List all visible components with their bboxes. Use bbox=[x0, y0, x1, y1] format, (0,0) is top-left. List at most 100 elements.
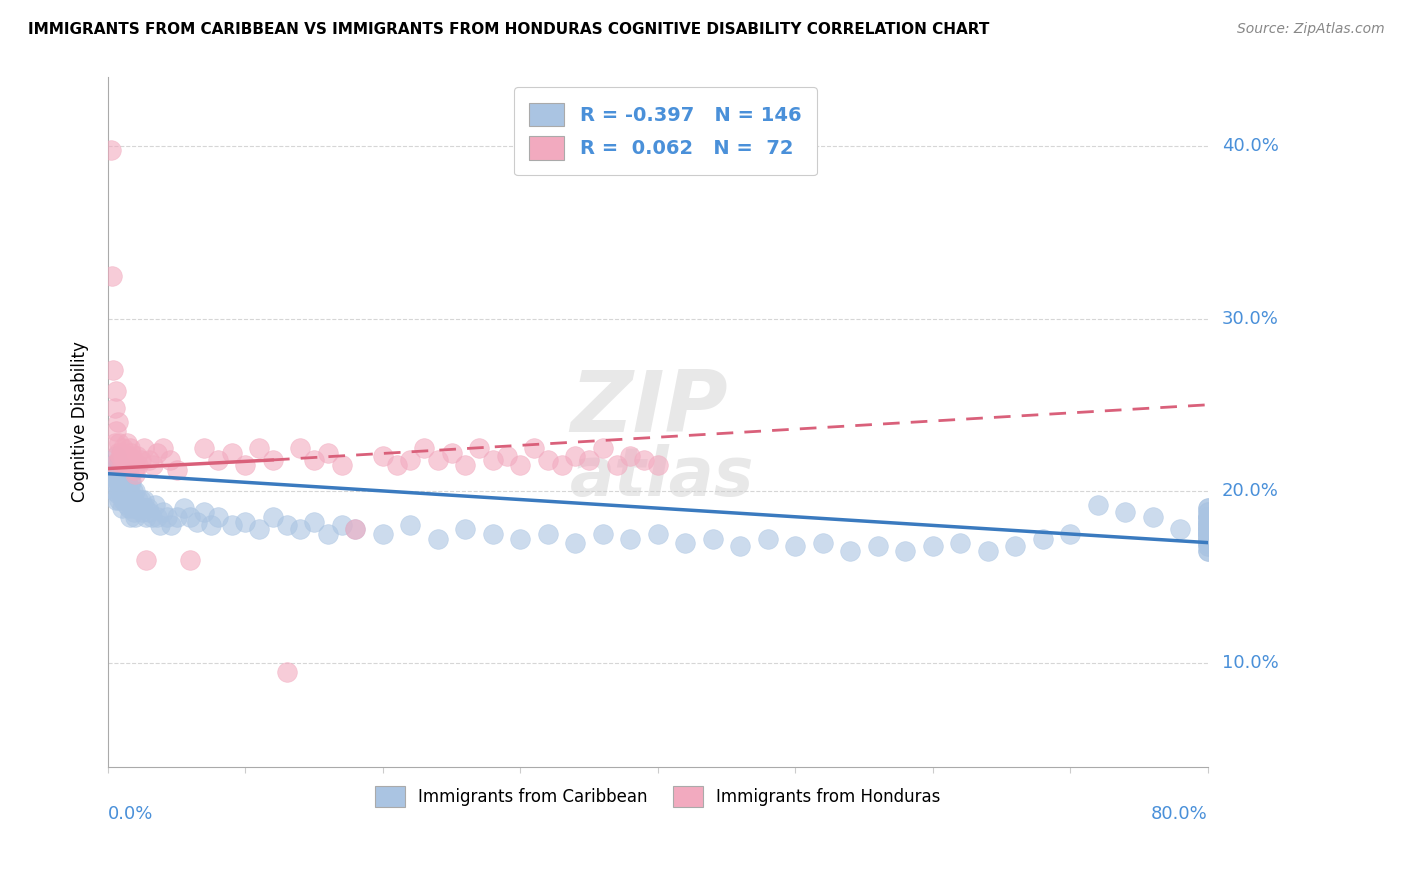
Point bbox=[141, 509, 163, 524]
Point bbox=[142, 458, 165, 472]
Point bbox=[101, 268, 124, 283]
Point bbox=[104, 401, 127, 416]
Point bbox=[120, 446, 142, 460]
Point bbox=[112, 475, 135, 490]
Point bbox=[115, 487, 138, 501]
Point bbox=[673, 535, 696, 549]
Point bbox=[160, 518, 183, 533]
Text: 0.0%: 0.0% bbox=[108, 805, 153, 823]
Point bbox=[262, 453, 284, 467]
Point bbox=[117, 501, 139, 516]
Point bbox=[235, 458, 257, 472]
Point bbox=[118, 492, 141, 507]
Point bbox=[633, 453, 655, 467]
Point bbox=[118, 475, 141, 490]
Point bbox=[276, 665, 298, 679]
Point bbox=[785, 539, 807, 553]
Point bbox=[316, 527, 339, 541]
Point bbox=[921, 539, 943, 553]
Point bbox=[125, 450, 148, 464]
Point bbox=[454, 522, 477, 536]
Point bbox=[302, 453, 325, 467]
Point bbox=[1059, 527, 1081, 541]
Point bbox=[122, 505, 145, 519]
Point bbox=[564, 535, 586, 549]
Point bbox=[1197, 501, 1219, 516]
Point bbox=[110, 450, 132, 464]
Point bbox=[107, 415, 129, 429]
Point bbox=[112, 492, 135, 507]
Point bbox=[495, 450, 517, 464]
Point bbox=[138, 453, 160, 467]
Point bbox=[1142, 509, 1164, 524]
Point bbox=[1197, 518, 1219, 533]
Point bbox=[193, 441, 215, 455]
Point bbox=[108, 483, 131, 498]
Point bbox=[134, 501, 156, 516]
Point bbox=[1168, 522, 1191, 536]
Point bbox=[344, 522, 367, 536]
Point bbox=[1032, 532, 1054, 546]
Point bbox=[179, 553, 201, 567]
Point bbox=[1004, 539, 1026, 553]
Point bbox=[1197, 527, 1219, 541]
Point bbox=[371, 450, 394, 464]
Point bbox=[146, 509, 169, 524]
Point bbox=[468, 441, 491, 455]
Point bbox=[1197, 522, 1219, 536]
Point bbox=[440, 446, 463, 460]
Point bbox=[132, 492, 155, 507]
Point bbox=[702, 532, 724, 546]
Point bbox=[111, 458, 134, 472]
Point bbox=[1197, 522, 1219, 536]
Point bbox=[482, 527, 505, 541]
Point bbox=[146, 446, 169, 460]
Point bbox=[1197, 505, 1219, 519]
Point bbox=[111, 463, 134, 477]
Point bbox=[1197, 509, 1219, 524]
Point bbox=[136, 501, 159, 516]
Point bbox=[235, 515, 257, 529]
Point bbox=[399, 453, 422, 467]
Point bbox=[426, 532, 449, 546]
Point bbox=[1197, 539, 1219, 553]
Point bbox=[120, 487, 142, 501]
Point bbox=[1197, 539, 1219, 553]
Point bbox=[619, 532, 641, 546]
Point bbox=[894, 544, 917, 558]
Point bbox=[107, 458, 129, 472]
Point bbox=[115, 458, 138, 472]
Point bbox=[127, 492, 149, 507]
Point bbox=[114, 492, 136, 507]
Point bbox=[173, 501, 195, 516]
Point bbox=[330, 458, 353, 472]
Point bbox=[122, 492, 145, 507]
Point bbox=[262, 509, 284, 524]
Point bbox=[1197, 522, 1219, 536]
Point bbox=[523, 441, 546, 455]
Point bbox=[756, 532, 779, 546]
Text: 20.0%: 20.0% bbox=[1222, 482, 1278, 500]
Point bbox=[118, 458, 141, 472]
Point bbox=[120, 475, 142, 490]
Point bbox=[104, 483, 127, 498]
Point bbox=[592, 441, 614, 455]
Point bbox=[121, 453, 143, 467]
Point bbox=[371, 527, 394, 541]
Point bbox=[1197, 527, 1219, 541]
Point bbox=[537, 453, 560, 467]
Point bbox=[135, 509, 157, 524]
Point bbox=[482, 453, 505, 467]
Point bbox=[114, 467, 136, 481]
Text: IMMIGRANTS FROM CARIBBEAN VS IMMIGRANTS FROM HONDURAS COGNITIVE DISABILITY CORRE: IMMIGRANTS FROM CARIBBEAN VS IMMIGRANTS … bbox=[28, 22, 990, 37]
Point bbox=[105, 467, 128, 481]
Point bbox=[1114, 505, 1136, 519]
Point bbox=[276, 518, 298, 533]
Point bbox=[115, 481, 138, 495]
Point bbox=[1197, 527, 1219, 541]
Text: 10.0%: 10.0% bbox=[1222, 654, 1278, 673]
Point bbox=[103, 458, 125, 472]
Point bbox=[606, 458, 628, 472]
Point bbox=[121, 483, 143, 498]
Text: Source: ZipAtlas.com: Source: ZipAtlas.com bbox=[1237, 22, 1385, 37]
